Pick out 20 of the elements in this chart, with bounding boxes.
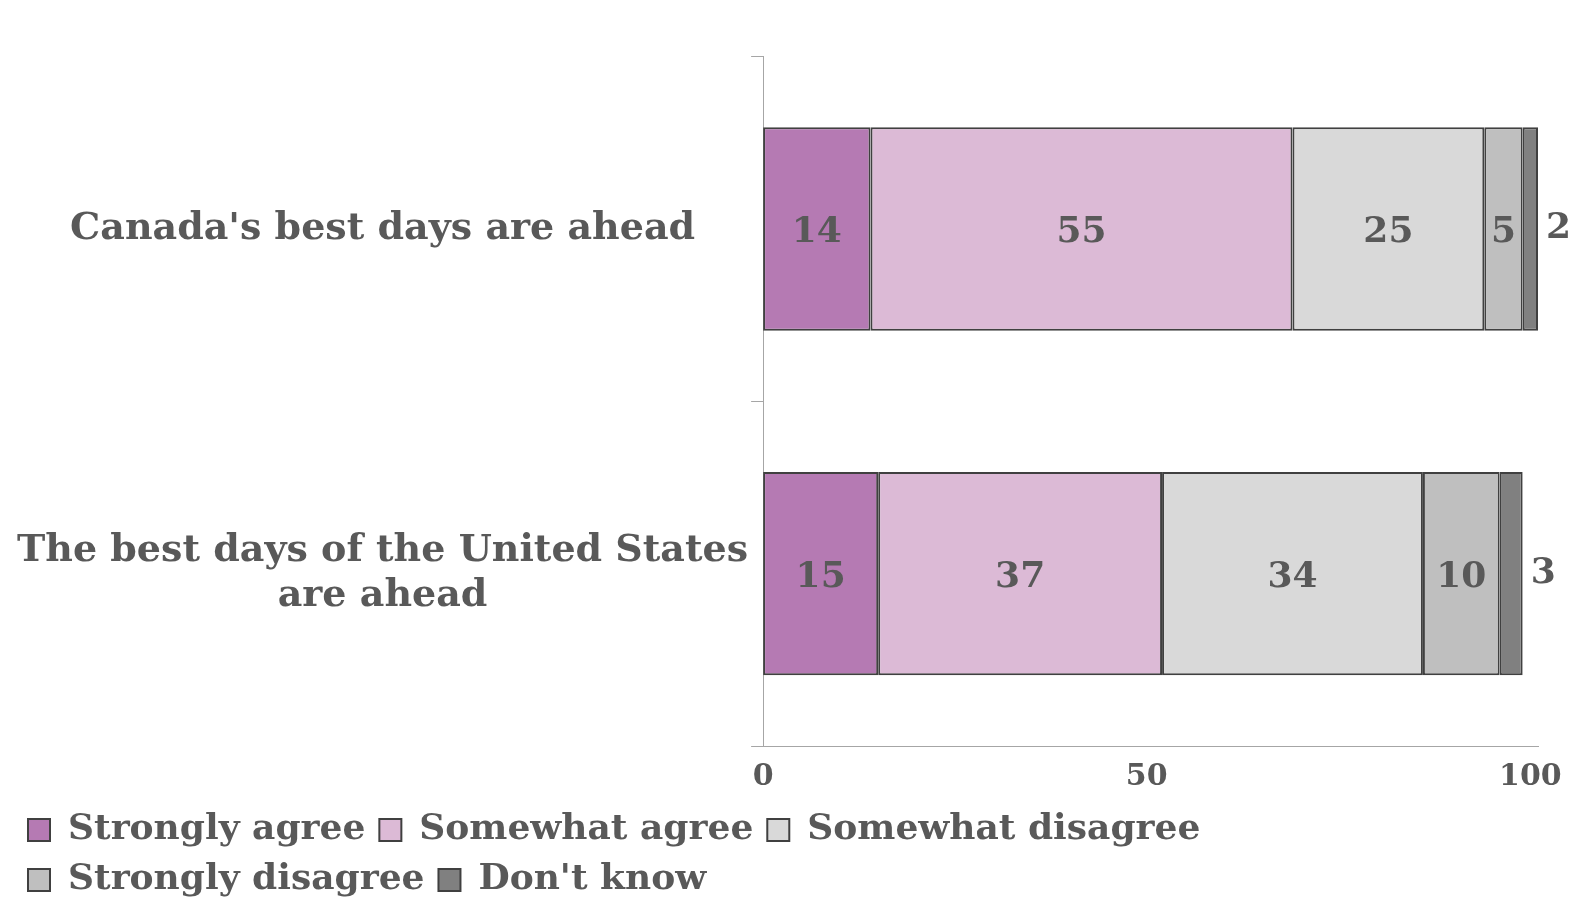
x-tick-label: 0: [752, 756, 774, 792]
legend-label: Strongly disagree: [68, 855, 425, 898]
x-tick-label: 50: [1125, 756, 1168, 792]
y-tick-label: The best days of the United States are ahead: [16, 524, 749, 616]
legend-label: Don't know: [478, 855, 708, 898]
data-label: 15: [795, 553, 846, 596]
data-label: 14: [791, 208, 842, 251]
data-label: 25: [1363, 208, 1414, 251]
legend-label: Somewhat agree: [419, 805, 754, 848]
data-label: 3: [1530, 549, 1556, 592]
data-label: 34: [1267, 553, 1318, 596]
data-label: 10: [1436, 553, 1487, 596]
data-label: 5: [1490, 208, 1517, 251]
x-tick-label: 100: [1499, 756, 1562, 792]
y-tick-label: Canada's best days are ahead: [70, 202, 696, 248]
data-label: 37: [995, 553, 1046, 596]
legend-label: Somewhat disagree: [807, 805, 1201, 848]
data-label: 55: [1056, 208, 1107, 251]
data-label: 2: [1546, 204, 1572, 247]
legend-label: Strongly agree: [68, 805, 366, 848]
